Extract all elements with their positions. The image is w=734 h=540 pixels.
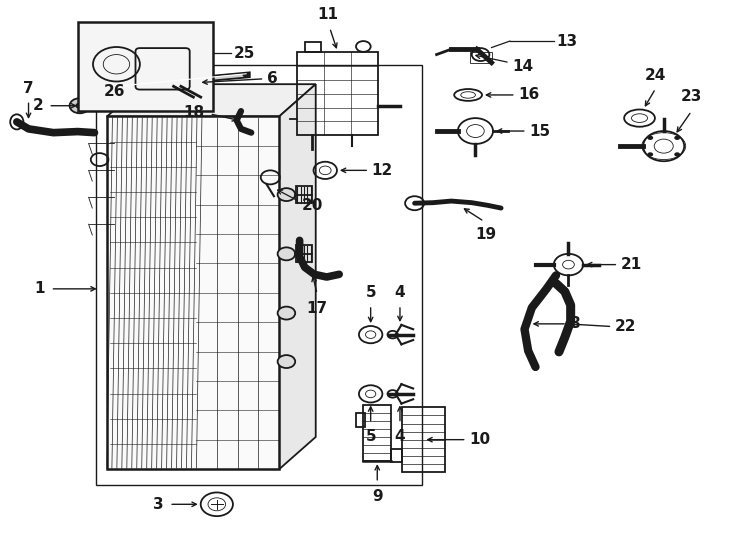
Text: 12: 12 (371, 163, 393, 178)
Text: 16: 16 (518, 87, 539, 103)
Text: 24: 24 (645, 68, 666, 83)
Text: 1: 1 (34, 281, 45, 296)
Text: 23: 23 (681, 89, 702, 104)
Text: 4: 4 (395, 429, 405, 444)
Text: 9: 9 (372, 489, 382, 504)
Bar (305, 42, 321, 52)
Bar (297, 52, 378, 136)
Circle shape (76, 103, 84, 109)
Polygon shape (279, 84, 316, 469)
Circle shape (277, 355, 295, 368)
Circle shape (277, 247, 295, 260)
Bar (363, 404, 391, 461)
Bar (96, 65, 422, 485)
Bar (296, 245, 312, 262)
Text: 14: 14 (512, 59, 533, 75)
Polygon shape (115, 72, 250, 90)
Circle shape (647, 136, 653, 140)
Text: 10: 10 (469, 432, 490, 447)
Text: 11: 11 (318, 6, 338, 22)
Circle shape (647, 152, 653, 157)
Circle shape (70, 98, 90, 113)
Bar (402, 407, 445, 472)
Text: 5: 5 (366, 285, 376, 300)
Text: 25: 25 (233, 46, 255, 61)
Bar (78, 22, 213, 111)
Polygon shape (107, 117, 279, 469)
Circle shape (242, 72, 250, 77)
Text: 17: 17 (307, 301, 328, 316)
Circle shape (115, 84, 122, 90)
Circle shape (675, 136, 680, 140)
Text: 5: 5 (366, 429, 376, 444)
Bar (470, 52, 492, 63)
Text: 6: 6 (266, 71, 277, 86)
Text: 3: 3 (153, 497, 164, 512)
Text: 4: 4 (395, 285, 405, 300)
Text: 22: 22 (614, 319, 636, 334)
Bar (356, 413, 365, 427)
Polygon shape (107, 84, 316, 117)
Text: 2: 2 (32, 98, 43, 113)
Text: 15: 15 (529, 124, 550, 139)
Bar (391, 449, 402, 462)
Text: 18: 18 (184, 105, 204, 120)
Text: 7: 7 (23, 81, 34, 96)
Circle shape (277, 188, 295, 201)
Bar (296, 186, 312, 203)
Text: 20: 20 (302, 198, 323, 213)
Circle shape (675, 152, 680, 157)
Circle shape (277, 307, 295, 320)
Text: 13: 13 (556, 33, 577, 49)
Text: 19: 19 (475, 227, 496, 242)
Text: 26: 26 (103, 84, 125, 99)
Text: 21: 21 (620, 257, 642, 272)
Text: 8: 8 (569, 316, 580, 332)
